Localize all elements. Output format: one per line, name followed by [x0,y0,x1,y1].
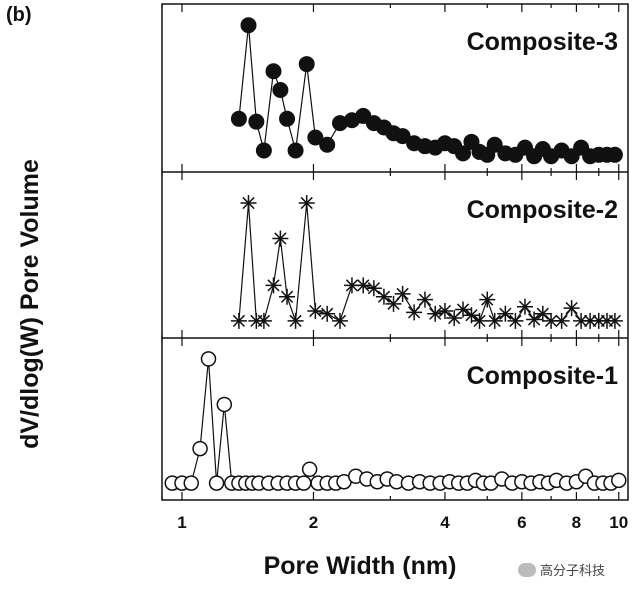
data-point [240,17,257,34]
data-point [516,298,533,315]
data-point [230,312,247,329]
data-point [298,56,315,73]
data-point [255,312,272,329]
data-point [526,311,543,328]
data-point [394,128,411,145]
data-point [240,195,257,212]
x-tick-label: 4 [440,513,450,532]
data-point [279,288,296,305]
data-point [248,113,265,130]
x-tick-label: 6 [517,513,526,532]
x-tick-label: 10 [609,513,628,532]
x-axis-label: Pore Width (nm) [263,552,457,580]
panel-title: Composite-3 [467,28,618,56]
plot-frame [161,3,629,501]
data-point [406,304,423,321]
data-point [319,305,336,322]
data-point [455,301,472,318]
x-tick-label: 8 [572,513,581,532]
data-point [606,146,623,163]
data-point [563,300,580,317]
panel-title: Composite-1 [467,362,619,390]
data-point [331,312,348,329]
data-point [272,82,289,98]
data-point [298,195,315,212]
data-point [497,305,514,322]
data-point [192,440,208,457]
x-tick-label: 1 [177,513,186,532]
watermark: 高分子科技 [518,560,605,579]
data-point [606,312,623,329]
data-point [486,136,503,153]
data-point [463,307,480,324]
data-point [200,351,217,367]
data-point [343,277,360,294]
data-point [365,280,382,297]
data-point [208,475,225,491]
panel-tag: (b) [6,4,32,26]
data-point [319,136,336,153]
data-point [427,305,444,322]
data-point [479,291,496,308]
x-tick-label: 2 [309,513,318,532]
data-point [183,475,199,491]
data-point [287,312,304,329]
data-point [255,142,272,159]
data-point [287,142,304,159]
data-point [230,110,247,127]
data-point [301,461,318,478]
data-point [507,312,524,329]
data-point [471,312,488,329]
data-point [265,277,282,294]
data-point [307,129,324,146]
data-point [385,295,402,312]
data-point [394,285,411,302]
data-point [375,288,392,305]
data-point [534,305,551,322]
data-point [279,110,296,127]
data-point [307,302,324,319]
data-point [553,312,570,329]
data-point [295,475,312,491]
data-point [436,302,453,319]
data-point [272,230,289,247]
watermark-text: 高分子科技 [540,563,606,578]
wechat-icon [518,562,536,577]
data-point [355,277,372,294]
data-point [265,63,282,80]
panel-title: Composite-2 [467,196,618,224]
data-point [573,312,590,329]
data-point [610,472,627,489]
data-point [486,312,503,329]
data-point [216,396,233,413]
data-point [416,291,433,308]
data-point [455,145,472,162]
